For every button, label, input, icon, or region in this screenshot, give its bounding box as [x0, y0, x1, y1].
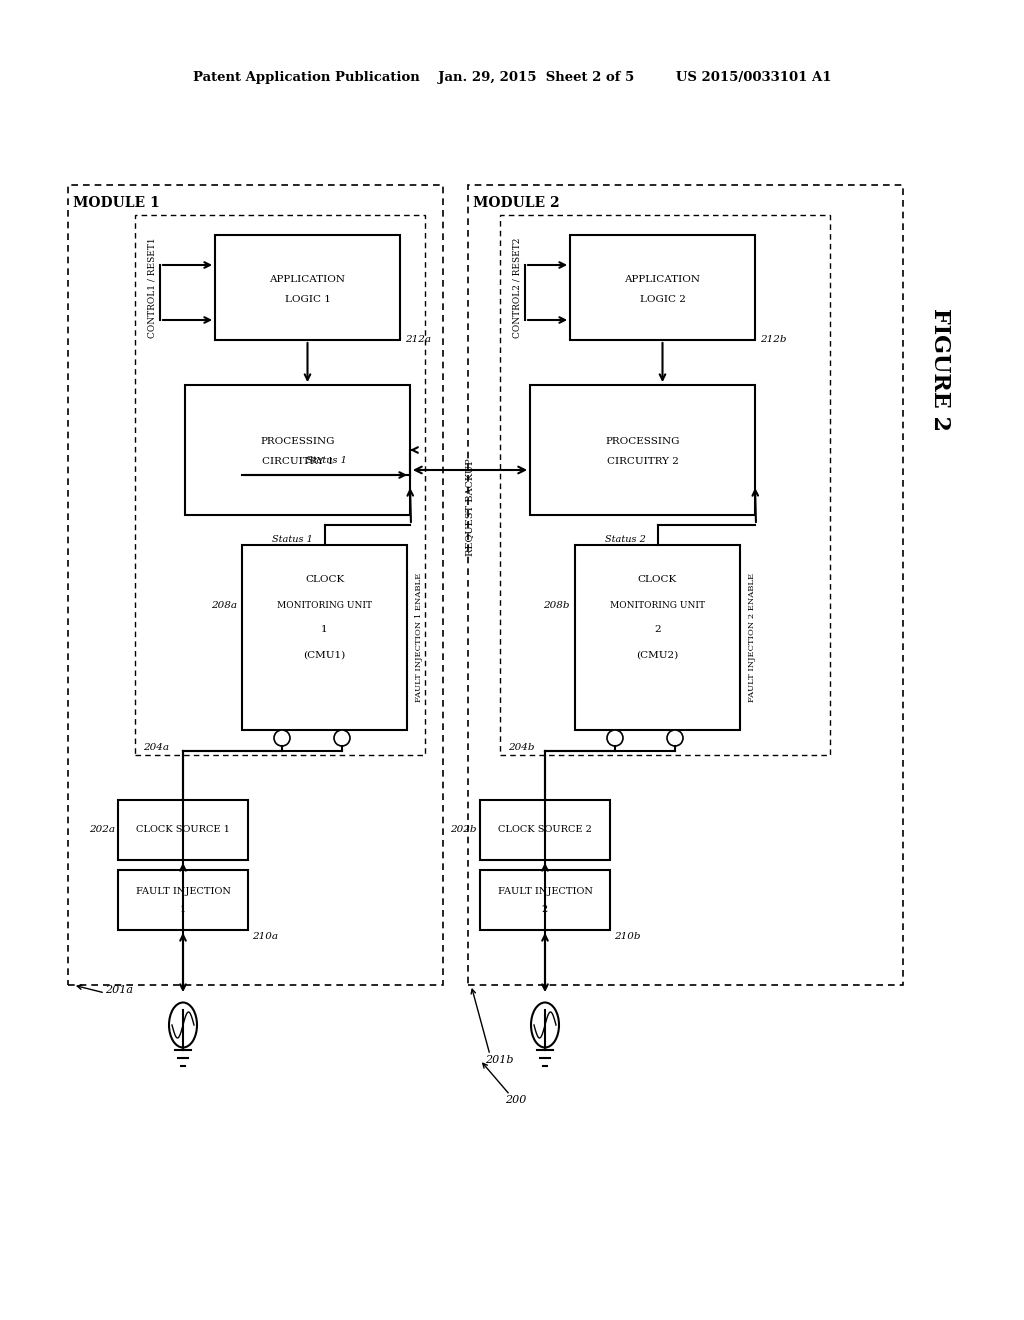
Text: 210b: 210b: [614, 932, 640, 941]
Text: FAULT INJECTION: FAULT INJECTION: [498, 887, 593, 896]
Circle shape: [274, 730, 290, 746]
Bar: [215, 235, 400, 341]
Circle shape: [607, 730, 623, 746]
Text: 208a: 208a: [211, 601, 237, 610]
Text: (CMU1): (CMU1): [303, 651, 346, 660]
Text: MODULE 2: MODULE 2: [473, 195, 560, 210]
Text: FAULT INJECTION 2 ENABLE: FAULT INJECTION 2 ENABLE: [748, 573, 756, 702]
Ellipse shape: [531, 1002, 559, 1048]
Bar: [530, 385, 755, 515]
Bar: [480, 800, 610, 861]
Circle shape: [334, 730, 350, 746]
Text: CIRCUITRY 2: CIRCUITRY 2: [606, 458, 679, 466]
Text: CLOCK: CLOCK: [305, 576, 344, 585]
Bar: [480, 870, 610, 931]
Ellipse shape: [169, 1002, 197, 1048]
Text: 201a: 201a: [105, 985, 133, 995]
Text: Status 2: Status 2: [604, 536, 645, 544]
Text: CLOCK SOURCE 2: CLOCK SOURCE 2: [498, 825, 592, 834]
Text: (CMU2): (CMU2): [636, 651, 679, 660]
Text: CLOCK: CLOCK: [638, 576, 677, 585]
Text: 1: 1: [322, 626, 328, 635]
Text: 2: 2: [542, 906, 548, 915]
Text: 200: 200: [505, 1096, 526, 1105]
Text: CIRCUITRY 1: CIRCUITRY 1: [261, 458, 334, 466]
Bar: [68, 185, 443, 985]
Bar: [185, 385, 410, 515]
Text: 208b: 208b: [544, 601, 570, 610]
Bar: [118, 800, 248, 861]
Text: 202a: 202a: [89, 825, 115, 834]
Text: 1: 1: [180, 906, 186, 915]
Text: PROCESSING: PROCESSING: [605, 437, 680, 446]
Text: FAULT INJECTION: FAULT INJECTION: [135, 887, 230, 896]
Bar: [135, 215, 425, 755]
Bar: [570, 235, 755, 341]
Text: LOGIC 2: LOGIC 2: [640, 294, 685, 304]
Text: Status 1: Status 1: [305, 455, 346, 465]
Text: 212a: 212a: [406, 335, 431, 345]
Text: APPLICATION: APPLICATION: [625, 275, 700, 284]
Text: Status 1: Status 1: [271, 536, 312, 544]
Text: 204a: 204a: [143, 742, 169, 751]
Text: 202b: 202b: [451, 825, 477, 834]
Text: REQUEST BACKUP: REQUEST BACKUP: [466, 458, 474, 556]
Text: 2: 2: [654, 626, 660, 635]
Text: FIGURE 2: FIGURE 2: [929, 309, 951, 432]
Text: CLOCK SOURCE 1: CLOCK SOURCE 1: [136, 825, 230, 834]
Text: Patent Application Publication    Jan. 29, 2015  Sheet 2 of 5         US 2015/00: Patent Application Publication Jan. 29, …: [193, 71, 831, 84]
Text: 204b: 204b: [508, 742, 535, 751]
Text: FAULT INJECTION 1 ENABLE: FAULT INJECTION 1 ENABLE: [415, 573, 423, 702]
Text: APPLICATION: APPLICATION: [269, 275, 345, 284]
Bar: [500, 215, 830, 755]
Text: MONITORING UNIT: MONITORING UNIT: [610, 601, 705, 610]
Text: PROCESSING: PROCESSING: [260, 437, 335, 446]
Text: MODULE 1: MODULE 1: [73, 195, 160, 210]
Text: 201b: 201b: [485, 1055, 513, 1065]
Text: 210a: 210a: [252, 932, 278, 941]
Bar: [118, 870, 248, 931]
Text: MONITORING UNIT: MONITORING UNIT: [278, 601, 372, 610]
Circle shape: [667, 730, 683, 746]
Text: LOGIC 1: LOGIC 1: [285, 294, 331, 304]
Bar: [575, 545, 740, 730]
Text: CONTROL2 / RESET2: CONTROL2 / RESET2: [512, 238, 521, 338]
Text: CONTROL1 / RESET1: CONTROL1 / RESET1: [147, 238, 157, 338]
Bar: [468, 185, 903, 985]
Text: 212b: 212b: [760, 335, 786, 345]
Bar: [242, 545, 407, 730]
